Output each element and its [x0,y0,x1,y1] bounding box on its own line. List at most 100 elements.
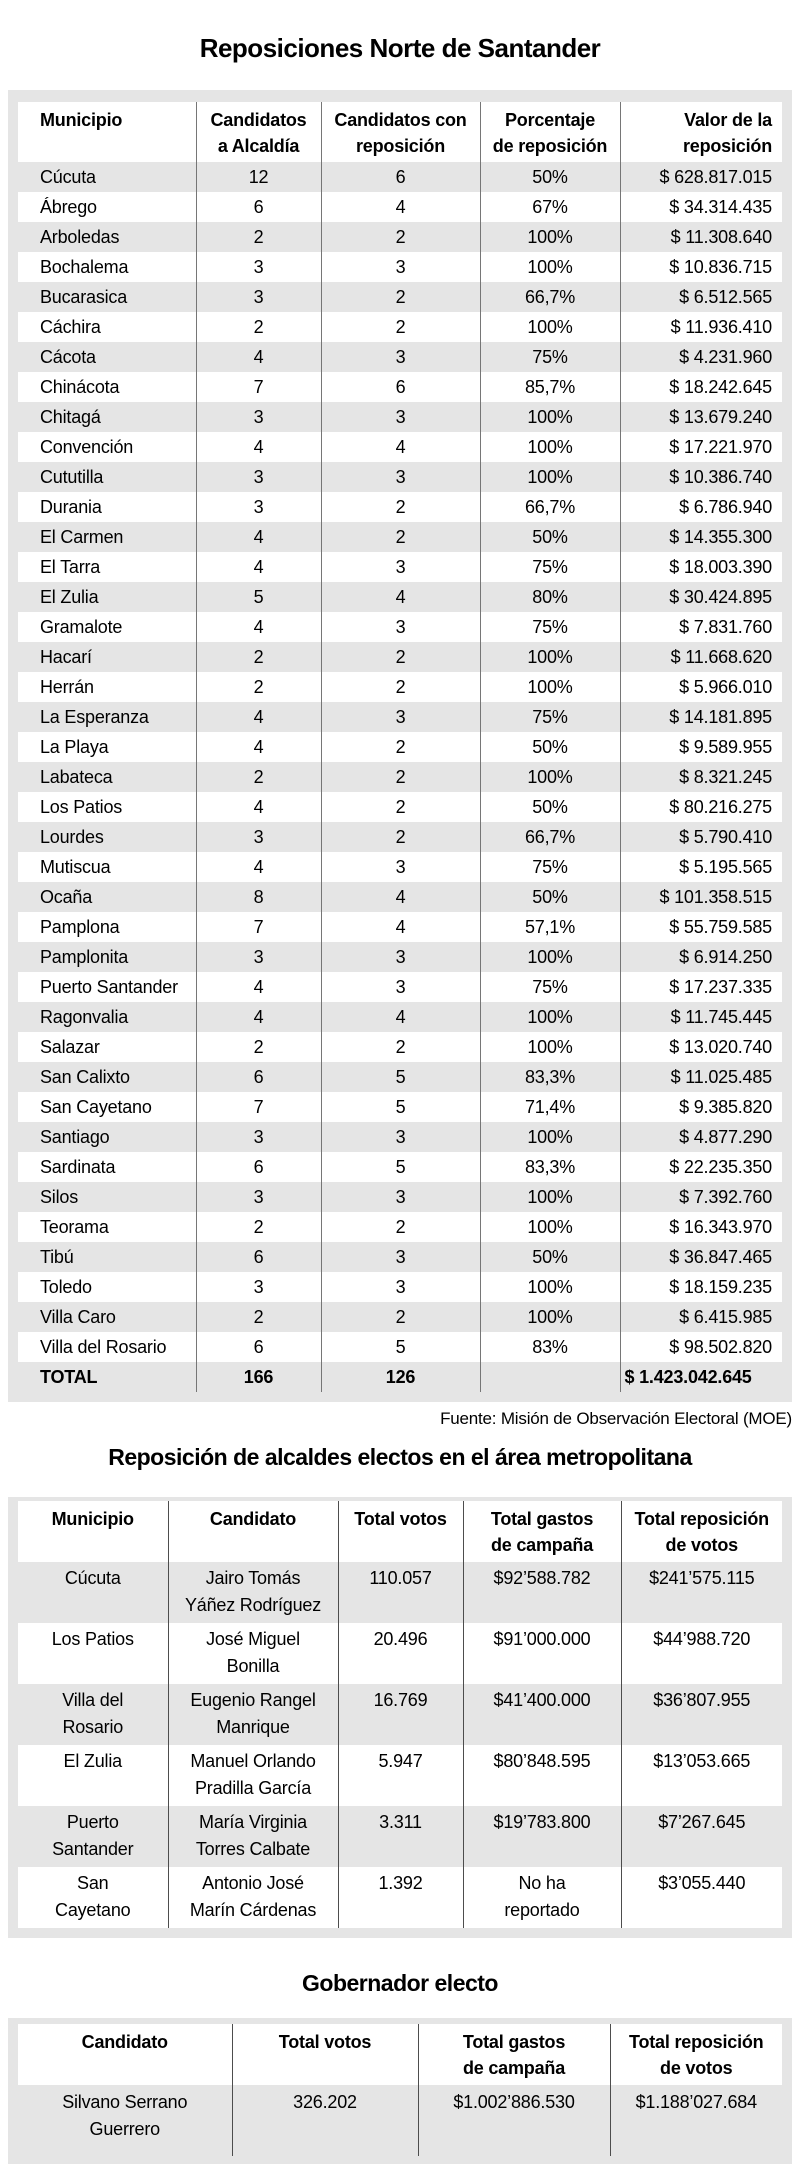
valor-cell: $ 18.003.390 [619,552,782,582]
candidatos-reposicion-cell: 6 [320,372,480,402]
porcentaje-cell: 75% [479,702,620,732]
table-row: Lourdes 3 2 66,7% $ 5.790.410 [18,822,782,852]
candidatos-reposicion-cell: 5 [320,1152,480,1182]
table-row: Gramalote 4 3 75% $ 7.831.760 [18,612,782,642]
municipio-cell: Arboledas [40,227,120,247]
municipio-cell: Puerto Santander [52,1812,134,1859]
municipio-cell: Chitagá [40,407,101,427]
porcentaje-cell: 83% [479,1332,620,1362]
gobernador-table-body: Silvano Serrano Guerrero 326.202 $1.002’… [18,2085,782,2156]
porcentaje-cell: 100% [479,432,620,462]
candidatos-alcaldia-cell: 2 [195,312,321,342]
header-municipio: Municipio [18,102,196,162]
candidatos-reposicion-cell: 2 [320,642,480,672]
candidatos-reposicion-cell: 2 [320,222,480,252]
candidatos-reposicion-cell: 3 [320,342,480,372]
porcentaje-cell: 50% [479,522,620,552]
valor-cell: $ 36.847.465 [619,1242,782,1272]
table-row: Bochalema 3 3 100% $ 10.836.715 [18,252,782,282]
candidatos-alcaldia-cell: 4 [195,522,321,552]
total-reposicion-cell: $13’053.665 [620,1745,782,1806]
candidatos-alcaldia-cell: 5 [195,582,321,612]
total-votos-cell: 326.202 [231,2085,418,2156]
valor-cell: $ 80.216.275 [619,792,782,822]
valor-cell: $ 628.817.015 [619,162,782,192]
table-row: Silos 3 3 100% $ 7.392.760 [18,1182,782,1212]
candidatos-reposicion-cell: 3 [320,1272,480,1302]
valor-cell: $ 18.242.645 [619,372,782,402]
total-candidatos-alcaldia-cell: 166 [195,1362,321,1392]
candidatos-reposicion-cell: 4 [320,192,480,222]
header-candidato: Candidato [167,1501,338,1562]
total-porcentaje-cell [479,1362,620,1392]
valor-cell: $ 10.836.715 [619,252,782,282]
porcentaje-cell: 67% [479,192,620,222]
municipio-cell: Bucarasica [40,287,128,307]
total-votos-cell: 20.496 [337,1623,463,1684]
candidatos-reposicion-cell: 6 [320,162,480,192]
porcentaje-cell: 100% [479,642,620,672]
candidatos-reposicion-cell: 2 [320,792,480,822]
candidatos-alcaldia-cell: 4 [195,852,321,882]
table-row: Pamplonita 3 3 100% $ 6.914.250 [18,942,782,972]
source-note: Fuente: Misión de Observación Electoral … [440,1409,792,1428]
candidatos-reposicion-cell: 2 [320,1212,480,1242]
table-row: Pamplona 7 4 57,1% $ 55.759.585 [18,912,782,942]
valor-cell: $ 5.195.565 [619,852,782,882]
municipio-cell: Tibú [40,1247,74,1267]
valor-cell: $ 7.392.760 [619,1182,782,1212]
candidatos-alcaldia-cell: 8 [195,882,321,912]
table-row: Ábrego 6 4 67% $ 34.314.435 [18,192,782,222]
valor-cell: $ 17.237.335 [619,972,782,1002]
valor-cell: $ 5.790.410 [619,822,782,852]
header-total-reposicion: Total reposición de votos [609,2024,782,2085]
porcentaje-cell: 50% [479,1242,620,1272]
candidatos-alcaldia-cell: 3 [195,282,321,312]
table-row: Villa del Rosario 6 5 83% $ 98.502.820 [18,1332,782,1362]
valor-cell: $ 22.235.350 [619,1152,782,1182]
porcentaje-cell: 57,1% [479,912,620,942]
alcaldes-table: Municipio Candidato Total votos Total ga… [18,1501,782,1928]
table-row: Villa del Rosario Eugenio Rangel Manriqu… [18,1684,782,1745]
candidatos-reposicion-cell: 3 [320,462,480,492]
valor-cell: $ 6.512.565 [619,282,782,312]
candidatos-reposicion-cell: 3 [320,972,480,1002]
valor-cell: $ 16.343.970 [619,1212,782,1242]
candidato-cell: Silvano Serrano Guerrero [62,2092,188,2139]
porcentaje-cell: 100% [479,1302,620,1332]
municipio-cell: Toledo [40,1277,92,1297]
candidatos-reposicion-cell: 4 [320,582,480,612]
candidatos-reposicion-cell: 2 [320,732,480,762]
valor-cell: $ 55.759.585 [619,912,782,942]
municipio-cell: Villa del Rosario [62,1690,124,1737]
valor-cell: $ 11.668.620 [619,642,782,672]
valor-cell: $ 9.589.955 [619,732,782,762]
candidato-cell: José Miguel Bonilla [167,1623,338,1684]
table-row: Teorama 2 2 100% $ 16.343.970 [18,1212,782,1242]
table-row: Arboledas 2 2 100% $ 11.308.640 [18,222,782,252]
valor-cell: $ 6.786.940 [619,492,782,522]
valor-cell: $ 5.966.010 [619,672,782,702]
porcentaje-cell: 100% [479,1122,620,1152]
candidatos-reposicion-cell: 2 [320,762,480,792]
candidatos-reposicion-cell: 2 [320,1302,480,1332]
municipio-cell: Chinácota [40,377,120,397]
candidatos-alcaldia-cell: 3 [195,1182,321,1212]
table-row: Cáchira 2 2 100% $ 11.936.410 [18,312,782,342]
candidatos-reposicion-cell: 2 [320,822,480,852]
porcentaje-cell: 85,7% [479,372,620,402]
total-reposicion-cell: $241’575.115 [620,1562,782,1623]
table-row: Convención 4 4 100% $ 17.221.970 [18,432,782,462]
table-row: Puerto Santander 4 3 75% $ 17.237.335 [18,972,782,1002]
total-reposicion-cell: $7’267.645 [620,1806,782,1867]
municipio-cell: Mutiscua [40,857,111,877]
municipio-cell: La Esperanza [40,707,149,727]
header-porcentaje: Porcentaje de reposición [479,102,620,162]
valor-cell: $ 11.025.485 [619,1062,782,1092]
municipio-cell: Herrán [40,677,94,697]
porcentaje-cell: 66,7% [479,492,620,522]
municipio-cell: Convención [40,437,134,457]
candidatos-alcaldia-cell: 12 [195,162,321,192]
total-gastos-cell: $19’783.800 [462,1806,621,1867]
candidatos-reposicion-cell: 3 [320,1182,480,1212]
